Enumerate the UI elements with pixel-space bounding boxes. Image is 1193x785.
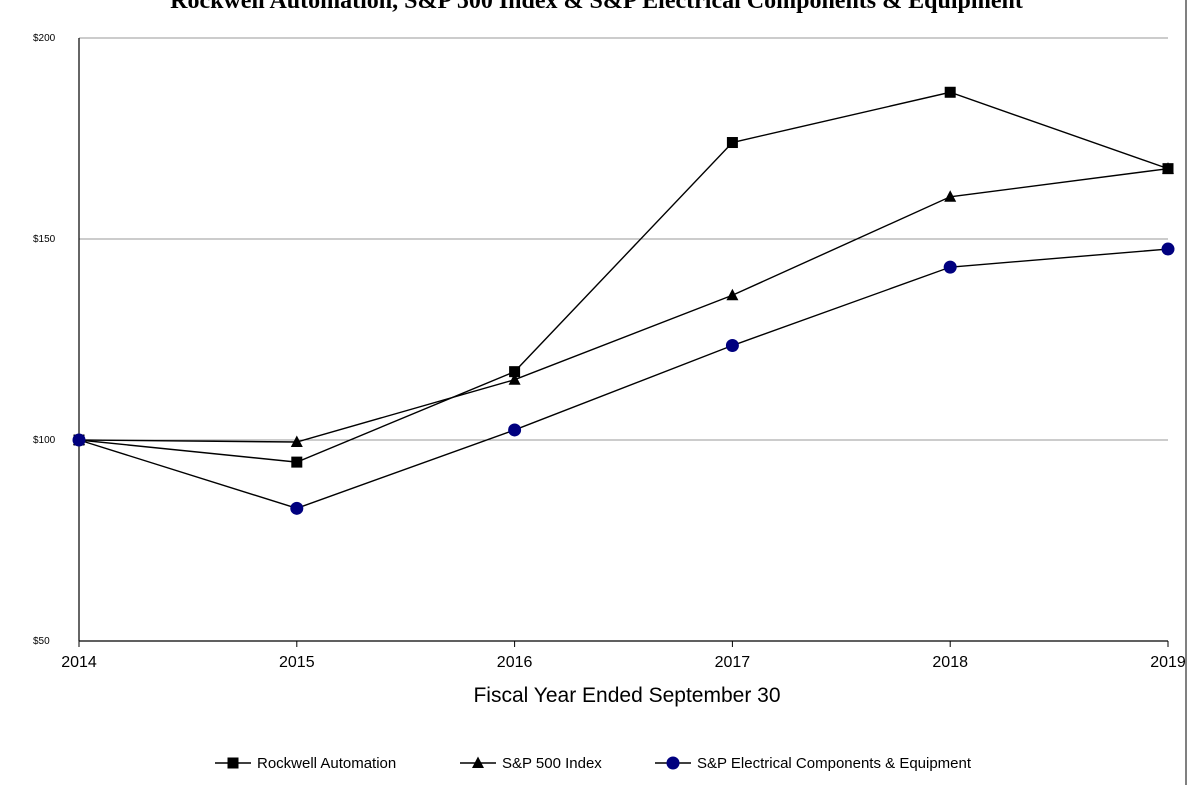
series-1 — [73, 86, 1174, 468]
x-tick-label: 2018 — [932, 654, 968, 671]
data-point — [1161, 242, 1175, 256]
legend: Rockwell Automation S&P 500 Index S&P Elec… — [215, 755, 972, 772]
data-point — [944, 86, 956, 98]
series-line — [78, 91, 1169, 463]
legend-label: S&P Electrical Components & Equipment — [697, 755, 972, 772]
x-axis-title: Fiscal Year Ended September 30 — [473, 684, 780, 707]
y-tick-label: $100 — [33, 435, 56, 446]
data-point — [291, 456, 303, 468]
legend-item: S&P Electrical Components & Equipment — [655, 755, 972, 772]
x-tick-label: 2015 — [279, 654, 315, 671]
x-tick-label: 2019 — [1150, 654, 1186, 671]
data-point — [726, 288, 739, 301]
legend-label: S&P 500 Index — [502, 755, 602, 772]
data-point — [725, 339, 739, 353]
data-point — [943, 260, 957, 274]
series-2 — [73, 162, 1174, 448]
data-point — [290, 435, 303, 448]
series-line — [78, 167, 1169, 443]
data-point — [72, 433, 86, 447]
x-tick-labels: 2014 2015 2016 2017 2018 2019 — [61, 641, 1186, 671]
x-tick-label: 2014 — [61, 654, 97, 671]
legend-marker — [666, 756, 680, 770]
chart-title: Rockwell Automation, S&P 500 Index & S&P… — [170, 0, 1023, 14]
y-tick-labels: $50 $100 $150 $200 — [33, 33, 56, 647]
x-tick-label: 2016 — [497, 654, 533, 671]
data-point — [1162, 162, 1174, 174]
data-point — [509, 366, 521, 378]
y-tick-label: $200 — [33, 33, 56, 44]
y-tick-label: $150 — [33, 234, 56, 245]
grid-lines — [79, 37, 1168, 441]
legend-label: Rockwell Automation — [257, 755, 396, 772]
legend-item: Rockwell Automation — [215, 755, 396, 772]
data-point — [508, 373, 521, 385]
legend-marker — [472, 756, 484, 768]
legend-item: S&P 500 Index — [460, 755, 602, 772]
series-3 — [72, 242, 1175, 515]
y-tick-label: $50 — [33, 636, 50, 647]
series-line — [78, 248, 1169, 510]
legend-marker — [227, 757, 239, 769]
data-point — [508, 423, 522, 437]
x-tick-label: 2017 — [715, 654, 751, 671]
data-point — [290, 501, 304, 515]
data-point — [944, 190, 957, 202]
data-point — [726, 137, 738, 149]
series-lines — [72, 86, 1175, 515]
